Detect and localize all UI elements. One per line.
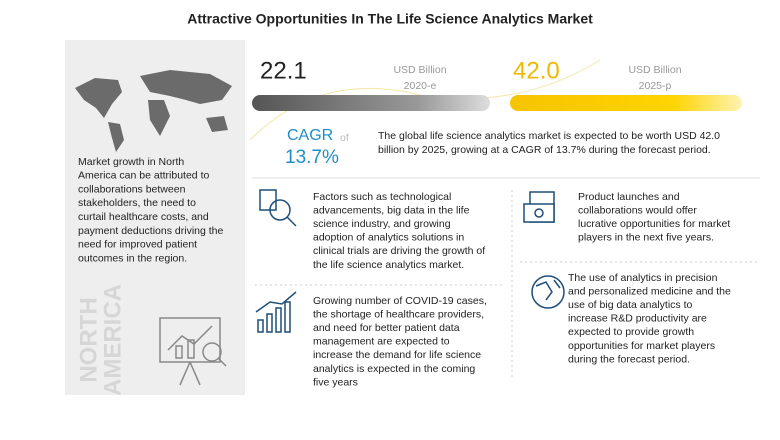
start-bar xyxy=(252,95,490,111)
block-text: during the forecast period. xyxy=(568,353,690,365)
icon xyxy=(531,275,565,309)
block-text: lucrative opportunities for market xyxy=(578,218,730,230)
block-text: collaborations would offer xyxy=(578,204,697,216)
panel-text: stakeholders, the need to xyxy=(78,197,196,209)
block-text: the shortage of healthcare providers, xyxy=(313,308,484,320)
block-text: adoption of analytics solutions in xyxy=(313,232,464,244)
block-text: clinical trials are driving the growth o… xyxy=(313,245,485,257)
end-year: 2025-p xyxy=(639,80,672,92)
panel-text: outcomes in the region. xyxy=(78,252,187,264)
cagr-label: CAGR xyxy=(287,127,333,144)
presentation-icon xyxy=(159,317,227,386)
panel-text: payment deductions driving the xyxy=(78,225,223,237)
panel-text: curtail healthcare costs, and xyxy=(78,211,209,223)
summary-text: billion by 2025, growing at a CAGR of 13… xyxy=(378,144,711,156)
start-unit: USD Billion xyxy=(393,64,446,76)
panel-text: collaborations between xyxy=(78,183,186,195)
region-text: NORTH xyxy=(75,297,102,382)
block-text: Factors such as technological xyxy=(313,191,451,203)
start-year: 2020-e xyxy=(404,80,437,92)
icon xyxy=(523,191,555,223)
panel-text: need for improved patient xyxy=(78,239,197,251)
block-text: use of big data analytics to xyxy=(568,299,692,311)
block-text: Product launches and xyxy=(578,191,680,203)
cagr-of: of xyxy=(340,132,349,144)
block-text: the life science analytics market. xyxy=(313,259,464,271)
region-label: NORTH AMERICA xyxy=(75,284,126,396)
block-text: and need for better patient data xyxy=(313,322,460,334)
cagr-value: 13.7% xyxy=(285,147,339,168)
block-text: increase R&D productivity are xyxy=(568,313,707,325)
block-text: analytics is expected in the coming xyxy=(313,363,475,375)
block-text: The use of analytics in precision xyxy=(568,272,718,284)
icon xyxy=(259,189,297,227)
block-text: and personalized medicine and the xyxy=(568,285,731,297)
title: Attractive Opportunities In The Life Sci… xyxy=(187,11,593,27)
panel-text: Market growth in North xyxy=(78,156,184,168)
block-text: science industry, and growing xyxy=(313,218,451,230)
end-value: 42.0 xyxy=(513,57,560,84)
block-text: expected to provide growth xyxy=(568,326,694,338)
block-text: opportunities for market players xyxy=(568,340,715,352)
icon xyxy=(255,291,297,333)
block-text: players in the next five years. xyxy=(578,232,714,244)
text-layer: Market growth in North America can be att… xyxy=(78,130,731,389)
region-text: AMERICA xyxy=(99,284,126,396)
world-map xyxy=(75,70,232,152)
panel-text: America can be attributed to xyxy=(78,170,209,182)
start-value: 22.1 xyxy=(260,57,307,84)
block-text: increase the demand for life science xyxy=(313,349,481,361)
summary-text: The global life science analytics market… xyxy=(378,130,720,142)
end-bar xyxy=(510,95,742,111)
block-text: five years xyxy=(313,376,358,388)
block-text: Growing number of COVID-19 cases, xyxy=(313,295,487,307)
block-text: advancements, big data in the life xyxy=(313,204,470,216)
end-unit: USD Billion xyxy=(628,64,681,76)
block-text: management are expected to xyxy=(313,336,450,348)
